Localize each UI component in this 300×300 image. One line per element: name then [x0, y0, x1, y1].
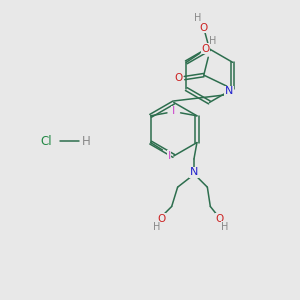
Text: I: I	[167, 151, 171, 161]
Text: O: O	[215, 214, 224, 224]
Text: Cl: Cl	[40, 135, 52, 148]
Text: H: H	[152, 222, 160, 232]
Text: O: O	[202, 44, 210, 54]
Text: O: O	[157, 214, 165, 224]
Text: O: O	[174, 73, 183, 83]
Text: H: H	[82, 135, 91, 148]
Text: H: H	[194, 13, 201, 23]
Text: H: H	[209, 36, 217, 46]
Text: I: I	[172, 106, 175, 116]
Text: O: O	[200, 22, 208, 32]
Text: H: H	[221, 222, 229, 232]
Text: N: N	[225, 86, 233, 96]
Text: I: I	[172, 106, 176, 116]
Text: N: N	[190, 167, 198, 177]
